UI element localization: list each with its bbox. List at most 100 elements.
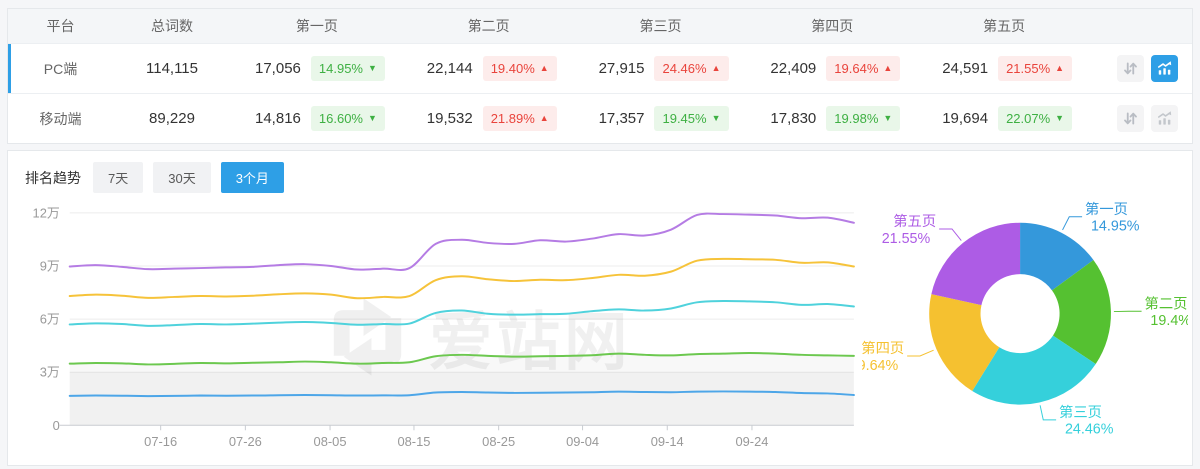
table-row[interactable]: 移动端 89,229 14,816 16.60% ▼ 19,532 21.89% ▲ 17,35…: [8, 93, 1192, 143]
column-header: 第一页: [295, 18, 338, 34]
trend-chart-button[interactable]: [1150, 105, 1178, 132]
change-badge: 16.60% ▼: [310, 106, 385, 131]
slice-percent: 14.95%: [1091, 219, 1140, 235]
svg-text:09-14: 09-14: [651, 434, 684, 449]
time-range-tabs: 7天 30天 3个月: [93, 162, 284, 193]
keyword-count: 19,694: [942, 110, 989, 127]
change-percent: 19.98%: [834, 111, 879, 126]
slice-percent: 19.4%: [1150, 313, 1188, 329]
page-2-cell: 19,532 21.89% ▲: [403, 106, 575, 131]
arrow-up-icon: ▲: [711, 63, 721, 73]
change-badge: 19.40% ▲: [482, 56, 557, 81]
change-badge: 14.95% ▼: [310, 56, 385, 81]
change-badge: 21.89% ▲: [482, 106, 557, 131]
column-header: 第三页: [639, 18, 682, 34]
arrow-up-icon: ▲: [1055, 63, 1065, 73]
slice-percent: 24.46%: [1065, 422, 1114, 438]
platform-cell: 移动端: [39, 110, 82, 127]
keyword-count: 17,357: [598, 110, 645, 127]
sort-arrows-button[interactable]: [1116, 55, 1144, 82]
slice-name: 第三页: [1059, 403, 1102, 421]
table-body: PC端 114,115 17,056 14.95% ▼ 22,144 19.40% ▲ 27,9…: [8, 43, 1192, 143]
tab-7-days[interactable]: 7天: [93, 162, 144, 193]
slice-percent: 19.64%: [862, 358, 899, 374]
page-3-cell: 27,915 24.46% ▲: [575, 56, 747, 81]
donut-slice-4: [929, 294, 1000, 391]
donut-label-4: 第四页19.64%: [862, 339, 934, 374]
trend-title: 排名趋势: [25, 169, 81, 186]
row-actions: [1090, 55, 1192, 82]
arrow-down-icon: ▼: [711, 113, 721, 123]
arrow-down-icon: ▼: [367, 63, 377, 73]
svg-text:0: 0: [53, 418, 60, 433]
sort-arrows-button[interactable]: [1116, 105, 1144, 132]
charts-row: 0 3万 6万 9万 12万 爱站网 07-16 07-26 08-05 08-15 08-25 09…: [8, 195, 1192, 465]
tab-3-months[interactable]: 3个月: [220, 162, 284, 193]
slice-name: 第四页: [862, 339, 904, 357]
page-4-cell: 22,409 19.64% ▲: [746, 56, 918, 81]
svg-text:9万: 9万: [40, 258, 60, 273]
change-percent: 19.40%: [490, 61, 535, 76]
arrow-down-icon: ▼: [883, 113, 893, 123]
page-5-cell: 24,591 21.55% ▲: [918, 56, 1090, 81]
tab-30-days[interactable]: 30天: [153, 162, 211, 193]
trend-toolbar: 排名趋势 7天 30天 3个月: [8, 151, 1192, 195]
series-line-green: [68, 352, 855, 366]
trend-chart-button[interactable]: [1150, 55, 1178, 82]
svg-text:爱站网: 爱站网: [429, 307, 631, 378]
table-header-row: 平台 总词数 第一页 第二页 第三页 第四页 第五页: [8, 9, 1192, 43]
grid-lines: [69, 212, 854, 373]
total-words-cell: 89,229: [149, 110, 195, 127]
label-leader-line: [939, 228, 962, 241]
aizhan-watermark: 爱站网: [333, 298, 631, 378]
change-percent: 19.45%: [662, 111, 707, 126]
table-row[interactable]: PC端 114,115 17,056 14.95% ▼ 22,144 19.40% ▲ 27,9…: [8, 43, 1192, 93]
selected-row-indicator: [8, 44, 11, 93]
slice-percent: 21.55%: [882, 231, 931, 247]
series-line-yellow: [68, 257, 855, 300]
change-badge: 19.98% ▼: [826, 106, 901, 131]
column-header: 第四页: [811, 18, 854, 34]
trend-panel: 排名趋势 7天 30天 3个月 0 3万 6万 9万 12万 爱站网 07-16 07-26 08-…: [7, 150, 1193, 466]
arrow-up-icon: ▲: [883, 63, 893, 73]
keyword-count: 17,056: [255, 60, 301, 77]
keyword-count: 17,830: [770, 110, 817, 127]
change-percent: 24.46%: [662, 61, 707, 76]
label-leader-line: [907, 349, 934, 357]
change-percent: 14.95%: [318, 61, 363, 76]
slice-name: 第二页: [1145, 294, 1188, 312]
change-percent: 16.60%: [318, 111, 363, 126]
change-percent: 22.07%: [1006, 111, 1051, 126]
svg-text:09-04: 09-04: [566, 434, 599, 449]
donut-slice-3: [972, 335, 1096, 405]
arrow-up-icon: ▲: [539, 113, 549, 123]
svg-text:08-15: 08-15: [397, 434, 430, 449]
column-header: 平台: [46, 18, 75, 34]
page-1-cell: 17,056 14.95% ▼: [231, 56, 403, 81]
keyword-count: 19,532: [426, 110, 473, 127]
svg-text:08-25: 08-25: [482, 434, 515, 449]
change-badge: 24.46% ▲: [654, 56, 729, 81]
svg-text:09-24: 09-24: [735, 434, 768, 449]
arrow-down-icon: ▼: [367, 113, 377, 123]
donut-slice-2: [1051, 259, 1111, 365]
column-header: 总词数: [151, 18, 193, 34]
svg-text:12万: 12万: [33, 205, 60, 220]
slice-name: 第五页: [893, 212, 936, 230]
svg-text:08-05: 08-05: [314, 434, 347, 449]
arrow-up-icon: ▲: [539, 63, 549, 73]
aizhan-logo-icon: [333, 298, 402, 376]
label-leader-line: [1062, 216, 1083, 231]
svg-text:07-26: 07-26: [229, 434, 262, 449]
x-axis-labels: 07-16 07-26 08-05 08-15 08-25 09-04 09-14 09-24: [144, 425, 768, 449]
series-line-cyan: [68, 300, 855, 327]
change-percent: 19.64%: [834, 61, 879, 76]
row-actions: [1090, 105, 1192, 132]
svg-text:6万: 6万: [40, 312, 60, 327]
page-5-cell: 19,694 22.07% ▼: [918, 106, 1090, 131]
